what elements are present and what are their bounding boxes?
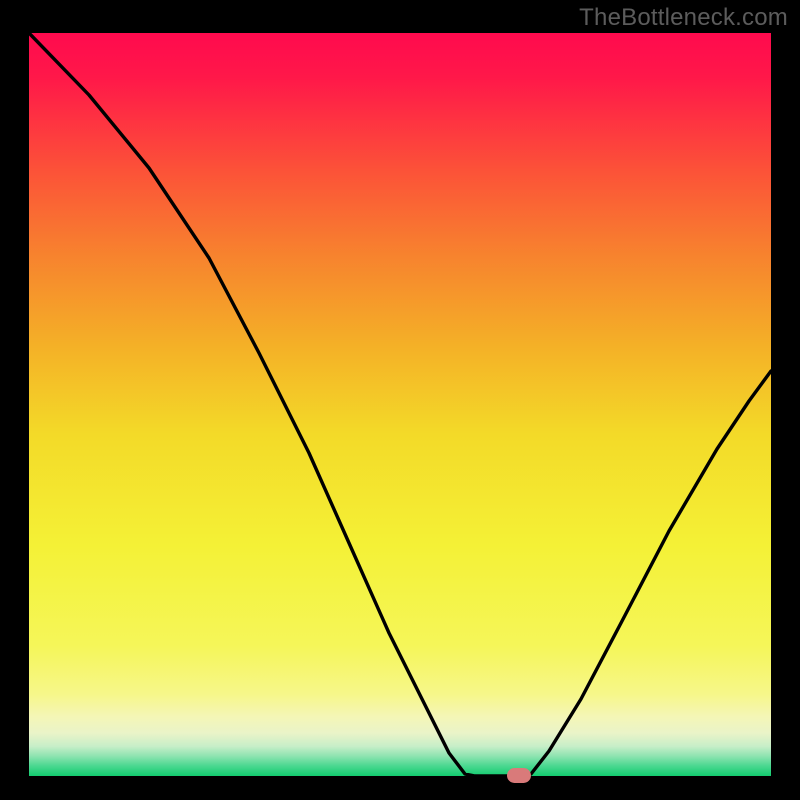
chart-container: TheBottleneck.com — [0, 0, 800, 800]
plot-area — [29, 33, 771, 776]
bottleneck-curve — [29, 33, 771, 776]
attribution-label: TheBottleneck.com — [579, 4, 788, 32]
optimal-point-marker — [507, 768, 531, 783]
